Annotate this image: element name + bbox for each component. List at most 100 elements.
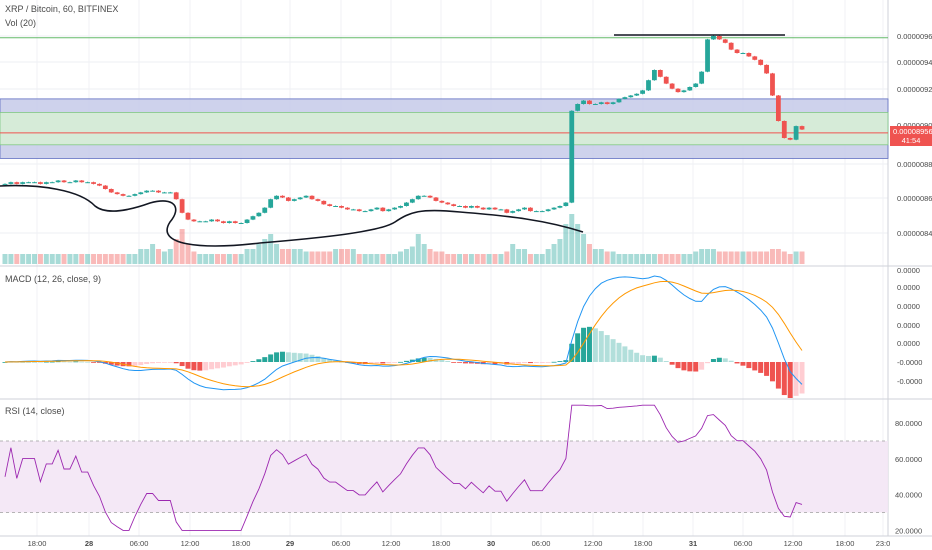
- volume-bar: [675, 254, 681, 264]
- candle-body: [421, 195, 427, 197]
- candle-body: [539, 211, 545, 213]
- macd-histogram-bar: [451, 362, 457, 363]
- macd-histogram-bar: [368, 362, 374, 364]
- candle-body: [26, 182, 32, 184]
- candle-body: [244, 219, 250, 223]
- macd-histogram-bar: [55, 361, 61, 363]
- volume-bar: [380, 254, 386, 264]
- macd-histogram-bar: [179, 362, 185, 367]
- volume-bar: [209, 254, 215, 264]
- symbol-legend[interactable]: XRP / Bitcoin, 60, BITFINEX: [5, 4, 118, 14]
- volume-bar: [250, 249, 256, 264]
- volume-bar: [705, 249, 711, 264]
- rsi-tick-label: 80.0000: [895, 419, 922, 428]
- trendline-drawings[interactable]: [0, 34, 785, 247]
- macd-histogram-bar: [132, 362, 138, 366]
- volume-bar: [392, 254, 398, 264]
- macd-histogram-bar: [49, 361, 55, 363]
- volume-bar: [628, 254, 634, 264]
- volume-bar: [126, 254, 132, 264]
- time-tick-label: 28: [85, 539, 93, 548]
- macd-pane: [2, 275, 805, 398]
- time-tick-label: 12:00: [382, 539, 401, 548]
- volume-bar: [734, 251, 740, 264]
- candle-body: [516, 209, 522, 212]
- macd-tick-label: -0.0000: [897, 358, 922, 367]
- volume-bar: [769, 249, 775, 264]
- macd-histogram-bar: [764, 362, 770, 376]
- volume-legend[interactable]: Vol (20): [5, 18, 36, 28]
- macd-histogram-bar: [309, 354, 315, 362]
- macd-legend[interactable]: MACD (12, 26, close, 9): [5, 274, 101, 284]
- macd-histogram-bar: [527, 362, 533, 364]
- volume-bar: [362, 254, 368, 264]
- volume-bar: [716, 251, 722, 264]
- rsi-band: [0, 441, 888, 513]
- macd-histogram-bar: [462, 362, 468, 364]
- candle-body: [38, 182, 43, 184]
- macd-histogram-bar: [67, 361, 73, 363]
- macd-histogram-bar: [403, 360, 409, 362]
- candle-body: [610, 102, 616, 104]
- macd-histogram-bar: [646, 355, 652, 362]
- candle-body: [221, 221, 226, 223]
- candle-body: [386, 209, 392, 212]
- macd-histogram-bar: [545, 362, 551, 363]
- macd-histogram-bar: [799, 362, 805, 394]
- volume-bar: [699, 249, 705, 264]
- candle-body: [327, 204, 333, 206]
- volume-bar: [368, 254, 374, 264]
- candle-body: [563, 202, 569, 206]
- candlestick-series: [2, 35, 805, 224]
- candle-body: [309, 195, 315, 200]
- macd-histogram-bar: [604, 335, 610, 362]
- volume-bar: [539, 254, 545, 264]
- volume-bar: [545, 249, 551, 264]
- volume-bar: [220, 254, 226, 264]
- time-tick-label: 06:00: [532, 539, 551, 548]
- macd-tick-label: 0.0000: [897, 266, 920, 275]
- candle-body: [722, 39, 728, 43]
- time-tick-label: 31: [689, 539, 697, 548]
- rounded-curve-drawing[interactable]: [0, 184, 584, 247]
- macd-histogram-bar: [73, 361, 79, 363]
- macd-histogram-bar: [262, 357, 268, 362]
- rsi-legend[interactable]: RSI (14, close): [5, 406, 65, 416]
- candle-body: [114, 192, 120, 195]
- macd-histogram-bar: [285, 352, 291, 362]
- volume-bar: [215, 254, 221, 264]
- volume-bar: [516, 249, 522, 264]
- macd-histogram-bar: [409, 359, 415, 362]
- volume-bar: [403, 249, 409, 264]
- macd-histogram-bar: [138, 362, 144, 366]
- rsi-pane: [0, 404, 888, 531]
- macd-histogram-bar: [740, 362, 746, 366]
- volume-bar: [480, 254, 486, 264]
- macd-histogram-bar: [203, 362, 209, 371]
- candle-body: [592, 104, 598, 105]
- macd-histogram-bar: [439, 359, 445, 362]
- candle-body: [102, 185, 108, 189]
- candle-body: [156, 190, 161, 193]
- macd-tick-label: 0.0000: [897, 339, 920, 348]
- candle-body: [144, 190, 150, 193]
- volume-bar: [96, 254, 102, 264]
- volume-bar: [144, 249, 150, 264]
- candle-body: [716, 36, 722, 40]
- volume-bar: [604, 251, 610, 264]
- macd-histogram-bar: [681, 362, 687, 371]
- candle-body: [55, 180, 61, 183]
- time-tick-label: 23:0: [876, 539, 891, 548]
- candle-body: [374, 207, 380, 210]
- symbol-title: XRP / Bitcoin, 60, BITFINEX: [5, 4, 119, 14]
- volume-bar: [32, 254, 38, 264]
- candle-body: [108, 189, 114, 193]
- volume-bar: [297, 249, 303, 264]
- volume-bar: [462, 254, 468, 264]
- volume-bar: [102, 254, 108, 264]
- volume-bar: [37, 254, 43, 264]
- candle-body: [20, 182, 26, 184]
- macd-histogram-bar: [327, 359, 333, 362]
- candle-body: [339, 206, 344, 208]
